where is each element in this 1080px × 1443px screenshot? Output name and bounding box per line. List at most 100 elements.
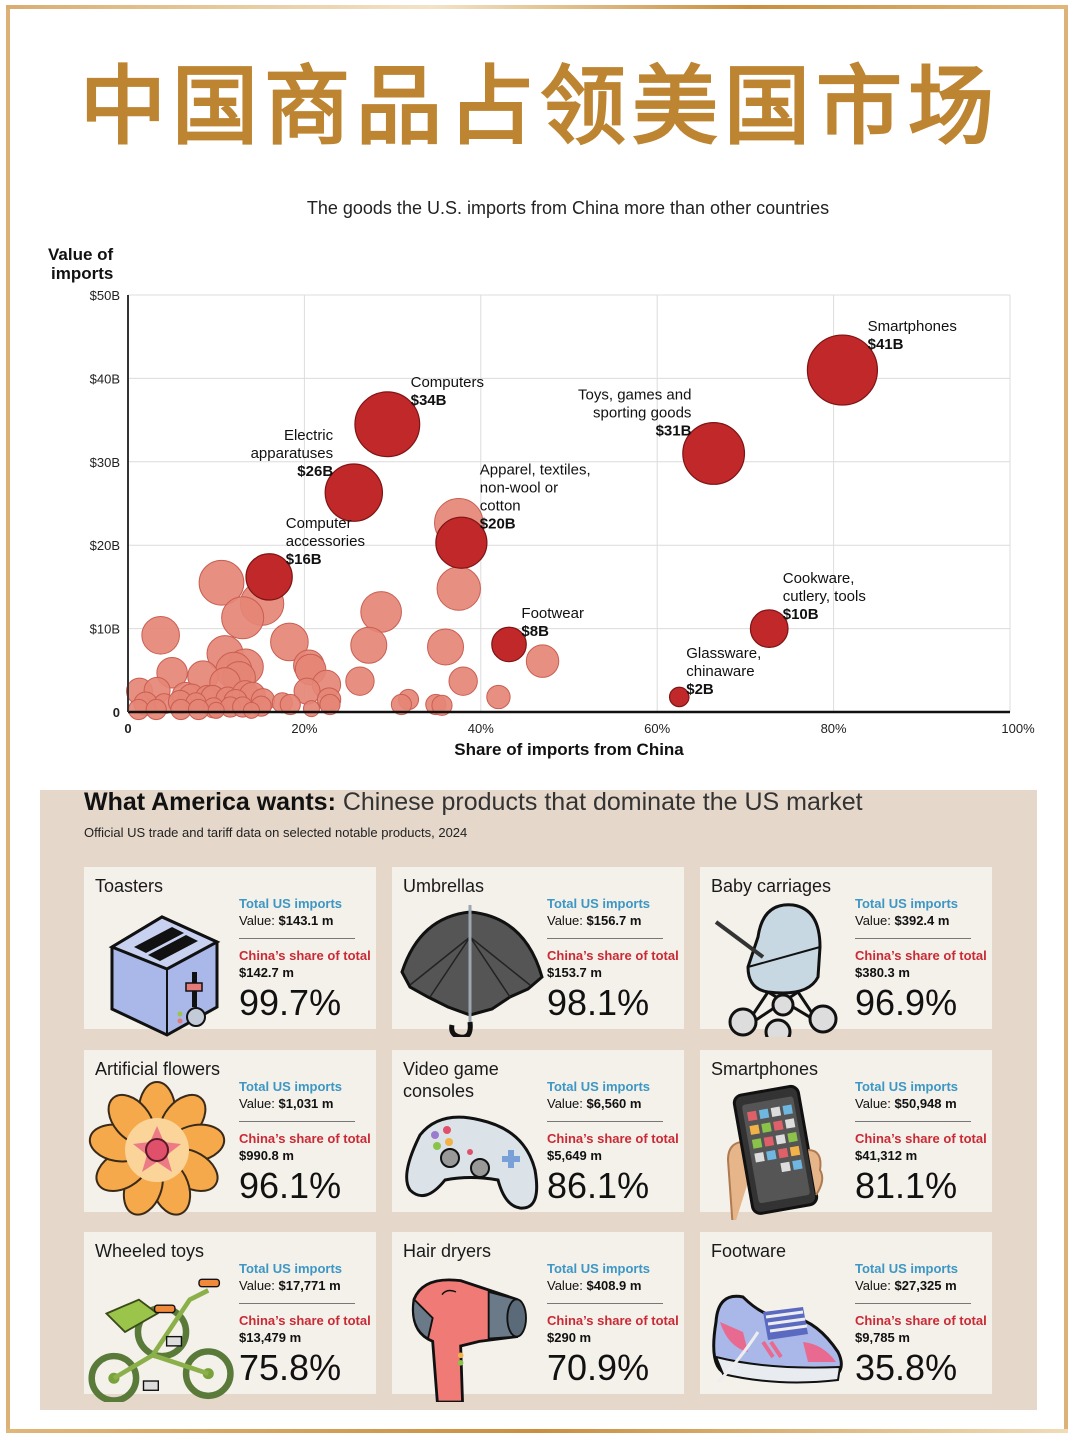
product-name: Video game consoles bbox=[403, 1059, 499, 1101]
product-card-hair-dryers: Hair dryers Total US imports Value: $408… bbox=[392, 1232, 684, 1404]
china-share-value: $153.7 m bbox=[547, 965, 602, 980]
bubble-other bbox=[525, 644, 560, 678]
bubble-highlighted bbox=[354, 391, 421, 458]
baby-carriage-icon bbox=[704, 897, 852, 1046]
china-share-percent: 75.8% bbox=[239, 1347, 342, 1388]
total-imports-label: Total US imports bbox=[855, 1079, 959, 1094]
main-title: 中国商品占领美国市场 bbox=[80, 56, 1000, 157]
product-info: Total US imports Value: $143.1 m China’s… bbox=[239, 895, 371, 1023]
frame-top-border bbox=[6, 5, 1068, 9]
product-card-artificial-flowers: Artificial flowers Total US imports Valu… bbox=[84, 1050, 376, 1216]
y-axis-ticks: 0 $10B $20B $30B $40B $50B bbox=[90, 288, 120, 720]
frame-bottom-border bbox=[6, 1429, 1068, 1433]
bubble-highlighted bbox=[749, 609, 789, 649]
china-share-label: China’s share of total bbox=[547, 948, 679, 963]
value-amount: $50,948 m bbox=[894, 1096, 957, 1111]
bubble-other bbox=[270, 622, 309, 662]
bubble-highlighted bbox=[806, 334, 879, 406]
bubble-value-label: $31B bbox=[656, 422, 692, 439]
value-amount: $408.9 m bbox=[586, 1278, 642, 1293]
bubble-name-label: cotton bbox=[480, 497, 521, 514]
baby-carriage-icon bbox=[714, 903, 838, 1046]
bubble-name-label: apparatuses bbox=[251, 445, 334, 462]
china-share-percent: 86.1% bbox=[547, 1165, 650, 1206]
china-share-label: China’s share of total bbox=[855, 1313, 987, 1328]
y-tick-label: $20B bbox=[90, 538, 120, 553]
china-share-label: China’s share of total bbox=[239, 1313, 371, 1328]
total-imports-label: Total US imports bbox=[547, 896, 651, 911]
value-amount: $143.1 m bbox=[278, 913, 334, 928]
total-imports-value: Value: $143.1 m bbox=[239, 912, 371, 929]
value-prefix: Value: bbox=[855, 1278, 895, 1293]
bubble-highlighted bbox=[435, 516, 488, 569]
divider bbox=[547, 1121, 663, 1122]
sneaker-icon bbox=[704, 1262, 852, 1402]
bubble-value-label: $16B bbox=[286, 551, 322, 568]
x-tick-label: 100% bbox=[1001, 721, 1035, 736]
panel-subtitle: Official US trade and tariff data on sel… bbox=[84, 825, 468, 840]
bubble-other bbox=[187, 698, 210, 721]
china-share-percent: 99.7% bbox=[239, 982, 342, 1023]
toaster-icon bbox=[108, 915, 221, 1037]
product-name: Smartphones bbox=[711, 1059, 819, 1079]
tricycle-icon bbox=[88, 1262, 236, 1404]
product-card-smartphones: Smartphones Total US imports Value: $50,… bbox=[700, 1050, 992, 1231]
bubble-value-label: $26B bbox=[297, 463, 333, 480]
bubble-chart: 0$10B$20B$30B$40B$50B 0 20% 40% 60% 80% 100% … bbox=[48, 245, 1035, 759]
china-share-value: $13,479 m bbox=[239, 1330, 302, 1345]
smartphone-icon bbox=[726, 1084, 824, 1231]
total-imports-value: Value: $408.9 m bbox=[547, 1277, 679, 1294]
value-amount: $392.4 m bbox=[894, 913, 950, 928]
chart-grid bbox=[128, 294, 1011, 712]
total-imports-value: Value: $156.7 m bbox=[547, 912, 679, 929]
product-card-wheeled-toys: Wheeled toys Total US imports Value: $17… bbox=[84, 1232, 376, 1404]
china-share-value: $5,649 m bbox=[547, 1148, 602, 1163]
divider bbox=[239, 1121, 355, 1122]
divider bbox=[855, 1121, 971, 1122]
bubble-value-label: $34B bbox=[411, 392, 447, 409]
total-imports-label: Total US imports bbox=[239, 1079, 343, 1094]
value-prefix: Value: bbox=[239, 913, 279, 928]
china-share-percent: 81.1% bbox=[855, 1165, 958, 1206]
china-share-value: $142.7 m bbox=[239, 965, 294, 980]
china-share-label: China’s share of total bbox=[239, 1131, 371, 1146]
value-amount: $6,560 m bbox=[586, 1096, 642, 1111]
total-imports-label: Total US imports bbox=[239, 1261, 343, 1276]
bubble-other bbox=[390, 693, 412, 716]
bubble-other bbox=[345, 666, 375, 696]
divider bbox=[547, 938, 663, 939]
china-share-label: China’s share of total bbox=[547, 1313, 679, 1328]
china-share-value: $9,785 m bbox=[855, 1330, 910, 1345]
china-share-value: $990.8 m bbox=[239, 1148, 294, 1163]
product-info: Total US imports Value: $50,948 m China’… bbox=[855, 1078, 987, 1206]
bubble-other bbox=[319, 693, 341, 716]
bubble-other bbox=[427, 628, 465, 666]
bubble-other bbox=[350, 626, 388, 664]
bubble-value-label: $2B bbox=[686, 681, 714, 698]
divider bbox=[855, 1303, 971, 1304]
umbrella-icon bbox=[400, 905, 544, 1040]
bubble-name-label: chinaware bbox=[686, 663, 754, 680]
bubble-other bbox=[448, 666, 478, 696]
china-share-value: $380.3 m bbox=[855, 965, 910, 980]
bubble-name-label: Computers bbox=[411, 374, 484, 391]
product-card-umbrellas: Umbrellas Total US imports Value: $156.7… bbox=[392, 867, 684, 1040]
panel-title: What America wants: Chinese products tha… bbox=[84, 788, 863, 817]
product-card-footware: Footware Total US imports Value: $27,325… bbox=[700, 1232, 992, 1394]
bubble-highlighted bbox=[668, 686, 690, 708]
flower-icon bbox=[88, 1081, 226, 1216]
value-amount: $27,325 m bbox=[894, 1278, 957, 1293]
china-share-percent: 96.1% bbox=[239, 1165, 342, 1206]
product-name: Umbrellas bbox=[403, 876, 485, 896]
bubble-highlighted bbox=[491, 626, 527, 663]
total-imports-value: Value: $27,325 m bbox=[855, 1277, 987, 1294]
total-imports-label: Total US imports bbox=[239, 896, 343, 911]
bubble-other bbox=[486, 684, 511, 710]
bubble-other bbox=[128, 698, 150, 721]
value-prefix: Value: bbox=[547, 1096, 587, 1111]
china-share-percent: 35.8% bbox=[855, 1347, 958, 1388]
bubble-other bbox=[221, 596, 265, 640]
bubble-name-label: Computer bbox=[286, 515, 352, 532]
product-info: Total US imports Value: $27,325 m China’… bbox=[855, 1260, 987, 1388]
china-share-label: China’s share of total bbox=[547, 1131, 679, 1146]
